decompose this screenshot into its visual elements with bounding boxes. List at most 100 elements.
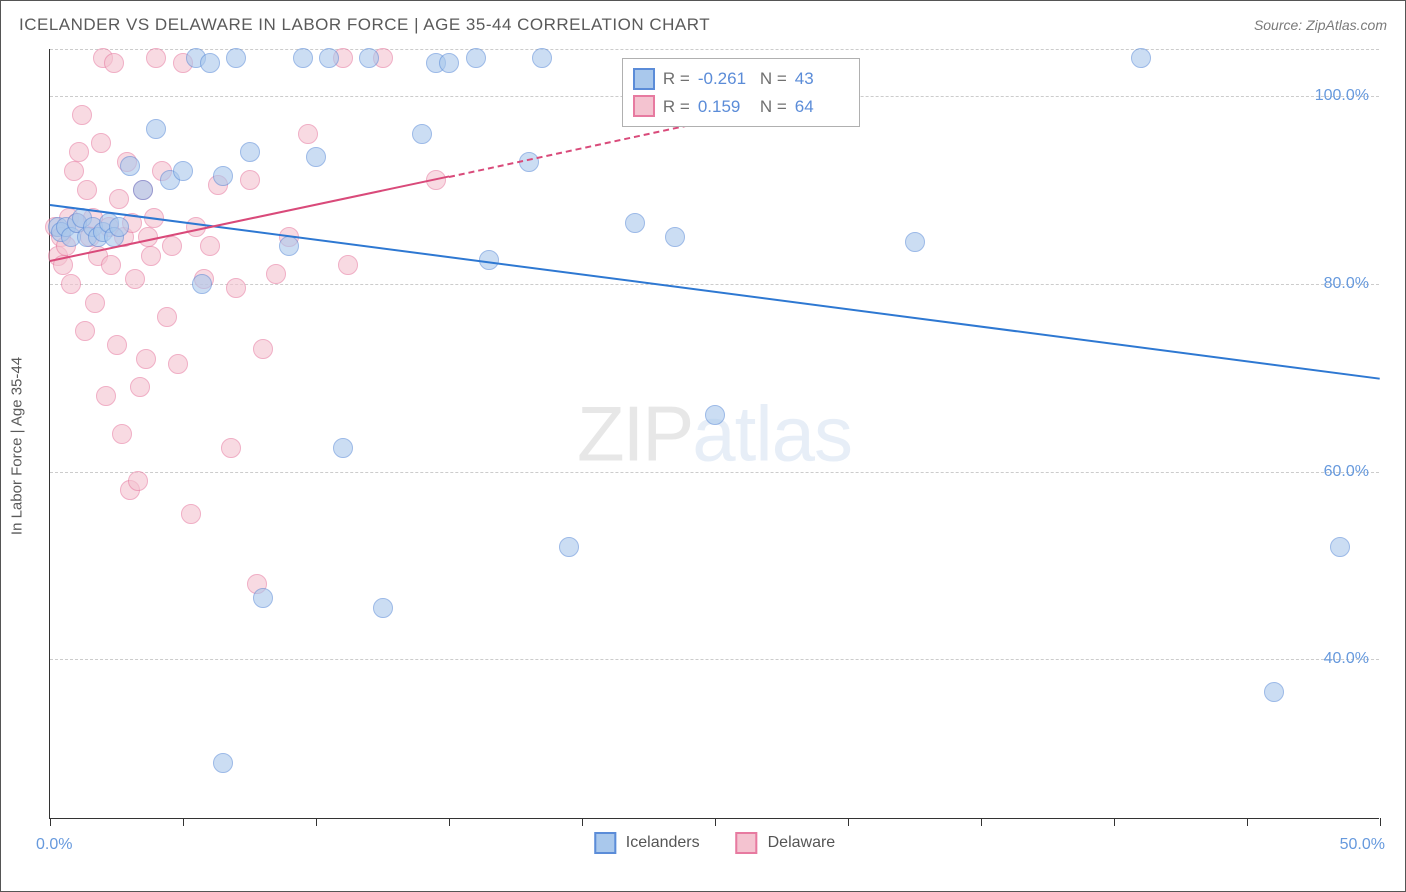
icelanders-point xyxy=(146,119,166,139)
x-tick xyxy=(1114,818,1115,826)
x-tick xyxy=(1380,818,1381,826)
delaware-legend-swatch xyxy=(736,832,758,854)
icelanders-point xyxy=(213,166,233,186)
icelanders-point xyxy=(559,537,579,557)
gridline-h xyxy=(50,49,1379,50)
stat-label-n: N = xyxy=(760,65,787,92)
delaware-point xyxy=(136,349,156,369)
delaware-point xyxy=(240,170,260,190)
delaware-point xyxy=(141,246,161,266)
delaware-point xyxy=(221,438,241,458)
delaware-point xyxy=(226,278,246,298)
delaware-point xyxy=(107,335,127,355)
y-tick-label: 100.0% xyxy=(1315,87,1369,105)
icelanders-point xyxy=(1264,682,1284,702)
icelanders-point xyxy=(109,217,129,237)
y-axis-title: In Labor Force | Age 35-44 xyxy=(9,357,26,535)
icelanders-point xyxy=(625,213,645,233)
delaware-point xyxy=(157,307,177,327)
x-axis-label-min: 0.0% xyxy=(36,836,72,854)
delaware-point xyxy=(72,105,92,125)
stat-label-r: R = xyxy=(663,93,690,120)
delaware-trendline-extrapolated xyxy=(449,124,689,178)
delaware-point xyxy=(253,339,273,359)
delaware-point xyxy=(200,236,220,256)
icelanders-legend-label: Icelanders xyxy=(626,834,700,852)
x-axis-label-max: 50.0% xyxy=(1340,836,1385,854)
delaware-point xyxy=(104,53,124,73)
stats-row-icelanders: R =-0.261N =43 xyxy=(633,65,849,92)
delaware-point xyxy=(338,255,358,275)
delaware-point xyxy=(146,48,166,68)
delaware-legend-label: Delaware xyxy=(768,834,836,852)
icelanders-point xyxy=(466,48,486,68)
source-attribution: Source: ZipAtlas.com xyxy=(1254,17,1387,33)
icelanders-point xyxy=(306,147,326,167)
gridline-h xyxy=(50,659,1379,660)
x-tick xyxy=(50,818,51,826)
delaware-point xyxy=(109,189,129,209)
icelanders-point xyxy=(905,232,925,252)
icelanders-swatch xyxy=(633,68,655,90)
delaware-point xyxy=(96,386,116,406)
legend-item-delaware: Delaware xyxy=(736,832,836,854)
delaware-point xyxy=(85,293,105,313)
delaware-point xyxy=(298,124,318,144)
icelanders-r-value: -0.261 xyxy=(698,65,752,92)
watermark: ZIPatlas xyxy=(577,388,852,479)
icelanders-point xyxy=(359,48,379,68)
delaware-point xyxy=(181,504,201,524)
delaware-point xyxy=(64,161,84,181)
icelanders-point xyxy=(192,274,212,294)
watermark-zip: ZIP xyxy=(577,389,692,477)
icelanders-point xyxy=(665,227,685,247)
icelanders-point xyxy=(412,124,432,144)
delaware-n-value: 64 xyxy=(795,93,849,120)
gridline-h xyxy=(50,284,1379,285)
icelanders-trendline xyxy=(50,204,1380,380)
icelanders-point xyxy=(333,438,353,458)
delaware-point xyxy=(75,321,95,341)
icelanders-point xyxy=(253,588,273,608)
icelanders-point xyxy=(133,180,153,200)
icelanders-point xyxy=(240,142,260,162)
gridline-h xyxy=(50,472,1379,473)
icelanders-point xyxy=(213,753,233,773)
x-tick xyxy=(1247,818,1248,826)
icelanders-point xyxy=(293,48,313,68)
delaware-point xyxy=(128,471,148,491)
delaware-point xyxy=(266,264,286,284)
icelanders-n-value: 43 xyxy=(795,65,849,92)
x-tick xyxy=(316,818,317,826)
icelanders-point xyxy=(439,53,459,73)
watermark-atlas: atlas xyxy=(692,389,852,477)
delaware-point xyxy=(168,354,188,374)
icelanders-point xyxy=(120,156,140,176)
icelanders-point xyxy=(200,53,220,73)
delaware-point xyxy=(125,269,145,289)
delaware-point xyxy=(61,274,81,294)
y-tick-label: 40.0% xyxy=(1324,650,1369,668)
delaware-r-value: 0.159 xyxy=(698,93,752,120)
icelanders-point xyxy=(705,405,725,425)
icelanders-point xyxy=(226,48,246,68)
delaware-point xyxy=(101,255,121,275)
series-legend: Icelanders Delaware xyxy=(594,832,835,854)
icelanders-point xyxy=(279,236,299,256)
x-tick xyxy=(981,818,982,826)
delaware-point xyxy=(69,142,89,162)
x-tick xyxy=(449,818,450,826)
delaware-swatch xyxy=(633,95,655,117)
x-tick xyxy=(848,818,849,826)
icelanders-point xyxy=(1131,48,1151,68)
y-tick-label: 60.0% xyxy=(1324,463,1369,481)
icelanders-point xyxy=(319,48,339,68)
delaware-point xyxy=(112,424,132,444)
icelanders-point xyxy=(173,161,193,181)
stats-row-delaware: R =0.159N =64 xyxy=(633,93,849,120)
y-tick-label: 80.0% xyxy=(1324,275,1369,293)
x-tick xyxy=(582,818,583,826)
icelanders-point xyxy=(373,598,393,618)
icelanders-point xyxy=(532,48,552,68)
icelanders-legend-swatch xyxy=(594,832,616,854)
